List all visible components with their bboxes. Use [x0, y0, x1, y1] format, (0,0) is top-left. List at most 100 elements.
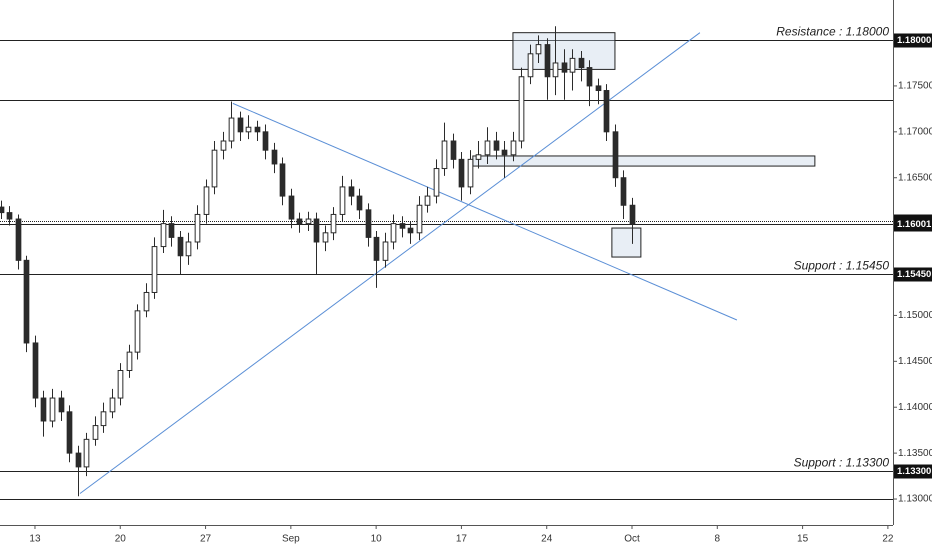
x-tick-label: 27: [200, 534, 212, 545]
candle-body: [450, 140, 457, 160]
candle-body: [15, 218, 22, 261]
candle-body: [109, 397, 116, 413]
candle-body: [143, 291, 150, 312]
candle-body: [441, 140, 448, 170]
candle-body: [220, 140, 227, 151]
candle-body: [288, 195, 295, 220]
price-tag: [894, 464, 932, 479]
candle-body: [279, 163, 286, 197]
candle-body: [518, 76, 525, 142]
candle-body: [544, 44, 551, 78]
y-tick-label: 1.13500: [898, 448, 932, 459]
candle-body: [484, 140, 491, 156]
candle-body: [527, 53, 534, 78]
x-tick-label: 13: [29, 534, 41, 545]
candle-body: [365, 209, 372, 238]
candle-body: [586, 67, 593, 87]
candle-body: [595, 85, 602, 92]
candle-body: [510, 140, 517, 156]
y-tick-label: 1.14500: [898, 356, 932, 367]
candle-body: [569, 57, 576, 73]
candle-body: [237, 117, 244, 133]
candle-body: [0, 206, 5, 214]
candle-body: [254, 126, 261, 133]
candle-body: [458, 158, 465, 188]
price-tag: [894, 267, 932, 282]
price-tag: [894, 217, 932, 232]
candle-body: [612, 131, 619, 179]
candle-body: [373, 236, 380, 261]
candle-body: [6, 212, 13, 220]
x-tick-label: 15: [797, 534, 809, 545]
candle-body: [467, 158, 474, 188]
candle-body: [424, 195, 431, 206]
candle-body: [194, 213, 201, 243]
candle-body: [356, 195, 363, 211]
candle-body: [501, 149, 508, 156]
candle-body: [32, 342, 39, 399]
candle-body: [433, 168, 440, 197]
candle-body: [66, 411, 73, 454]
candle-body: [58, 397, 65, 413]
candle-body: [330, 213, 337, 234]
candle-body: [561, 62, 568, 73]
x-tick-label: 17: [456, 534, 468, 545]
candle-body: [228, 117, 235, 142]
candle-body: [416, 204, 423, 234]
candle-body: [117, 370, 124, 399]
candle-body: [339, 186, 346, 215]
zone-box: [611, 227, 642, 258]
candle-body: [92, 425, 99, 440]
candle-body: [185, 241, 192, 257]
candle-body: [203, 186, 210, 215]
price-tag-label: 1.16001: [897, 219, 932, 230]
candle-body: [296, 218, 303, 225]
x-tick-label: 8: [715, 534, 721, 545]
candle-body: [134, 310, 141, 353]
x-tick-label: Oct: [624, 534, 640, 545]
y-tick-label: 1.14000: [898, 402, 932, 413]
y-tick-label: 1.15000: [898, 310, 932, 321]
candle-body: [322, 232, 329, 243]
level-note: Resistance : 1.18000: [776, 25, 889, 39]
price-tag-label: 1.18000: [897, 35, 931, 46]
candle-body: [535, 44, 542, 55]
trend-line: [79, 32, 701, 494]
candle-body: [151, 246, 158, 293]
candle-body: [603, 90, 610, 133]
candle-body: [552, 62, 559, 78]
level-note: Support : 1.13300: [794, 456, 890, 470]
y-tick-label: 1.13000: [898, 494, 932, 505]
candle-body: [177, 236, 184, 257]
price-tag-label: 1.15450: [897, 269, 931, 280]
candle-body: [126, 351, 133, 372]
candle-body: [620, 177, 627, 206]
candle-body: [49, 397, 56, 422]
candle-body: [100, 411, 107, 427]
candle-body: [629, 204, 636, 225]
candle-body: [245, 126, 252, 133]
candle-body: [313, 218, 320, 243]
candle-body: [399, 223, 406, 229]
candle-body: [83, 438, 90, 468]
zone-box: [472, 155, 816, 167]
x-tick-label: 10: [371, 534, 383, 545]
x-tick-label: 24: [541, 534, 553, 545]
y-tick-label: 1.17000: [898, 126, 932, 137]
x-tick-label: 22: [882, 534, 894, 545]
candle-body: [390, 223, 397, 243]
candle-body: [211, 149, 218, 188]
candle-body: [262, 131, 269, 151]
candle-body: [168, 223, 175, 238]
trend-line: [232, 102, 738, 321]
price-tag-label: 1.13300: [897, 466, 931, 477]
candle-body: [305, 218, 312, 225]
x-tick-label: 20: [115, 534, 127, 545]
candle-body: [75, 452, 82, 468]
candle-body: [475, 154, 482, 160]
candle-body: [271, 149, 278, 165]
candle-body: [578, 57, 585, 69]
candle-body: [382, 241, 389, 261]
level-note: Support : 1.15450: [794, 259, 890, 273]
